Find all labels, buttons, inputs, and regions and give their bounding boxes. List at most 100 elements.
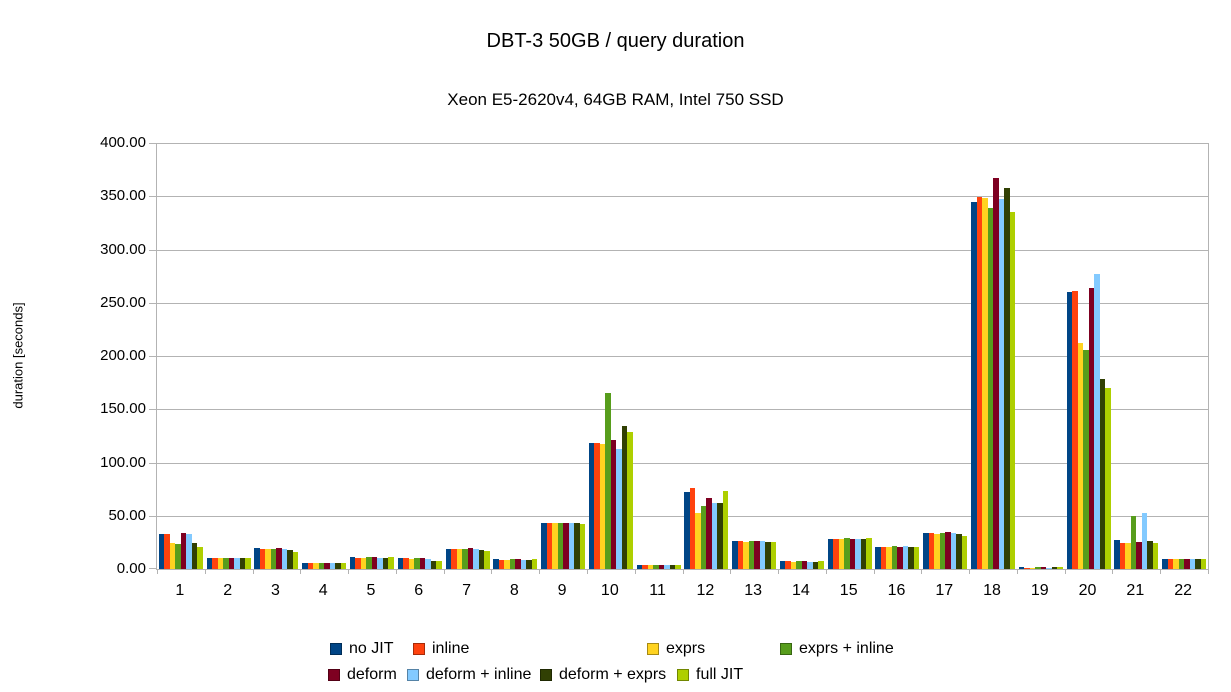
bar-exprs-inline-q17 [939, 533, 946, 569]
bar-exprs-q16 [886, 547, 892, 569]
x-axis-tick [1016, 569, 1018, 574]
bar-deform-inline-q6 [425, 558, 431, 569]
legend-item-deform-inline: deform + inline [407, 666, 531, 684]
bar-deform-exprs-q14 [812, 561, 819, 569]
bar-exprs-q4 [313, 563, 319, 569]
bar-no-jit-q22 [1162, 558, 1168, 569]
bar-deform-q6 [419, 558, 426, 569]
x-axis-tick [778, 569, 780, 574]
bar-inline-q13 [737, 541, 744, 569]
bar-deform-inline-q20 [1094, 274, 1100, 569]
bar-exprs-inline-q20 [1083, 349, 1089, 569]
bar-deform-inline-q9 [568, 523, 575, 569]
bar-no-jit-q12 [684, 492, 690, 569]
bar-deform-exprs-q5 [382, 557, 389, 569]
bar-full-jit-q13 [770, 542, 777, 569]
x-axis-tick [1112, 569, 1114, 574]
bar-exprs-inline-q22 [1178, 558, 1185, 569]
x-axis-tick [252, 569, 254, 574]
bar-group-q20 [1065, 143, 1113, 569]
bar-exprs-q3 [265, 549, 271, 569]
legend-item-exprs-inline: exprs + inline [780, 640, 894, 658]
plot-area [149, 143, 1209, 574]
x-tick-label-18: 18 [983, 582, 1001, 599]
x-tick-label-13: 13 [744, 582, 763, 599]
bar-exprs-q11 [647, 565, 654, 569]
bar-deform-q10 [610, 440, 617, 569]
bar-deform-q11 [658, 564, 665, 569]
bar-deform-q1 [180, 532, 187, 569]
bar-no-jit-q8 [493, 559, 499, 569]
x-tick-label-14: 14 [792, 582, 810, 599]
legend-item-deform: deform [328, 666, 397, 684]
bar-full-jit-q3 [292, 552, 299, 569]
bar-deform-q5 [371, 557, 378, 569]
gridline [157, 409, 1208, 411]
bar-full-jit-q22 [1200, 558, 1207, 569]
bar-exprs-q6 [408, 558, 415, 569]
bar-deform-exprs-q19 [1051, 566, 1058, 569]
bar-exprs-inline-q15 [844, 538, 850, 569]
bar-no-jit-q2 [206, 557, 213, 569]
bar-group-q9 [539, 143, 587, 569]
x-tick-label-10: 10 [600, 582, 619, 599]
legend-swatch-exprs [647, 643, 659, 655]
bar-group-q21 [1112, 143, 1160, 569]
bar-full-jit-q18 [1009, 212, 1015, 569]
bar-deform-exprs-q16 [908, 546, 914, 569]
bar-no-jit-q18 [971, 201, 977, 569]
y-tick-label: 100.00 [100, 453, 146, 471]
bar-full-jit-q16 [913, 546, 920, 569]
bar-deform-exprs-q1 [191, 543, 198, 569]
x-tick-label-5: 5 [366, 582, 376, 599]
bar-deform-inline-q2 [234, 558, 240, 569]
bar-exprs-q22 [1173, 559, 1179, 569]
bar-deform-exprs-q18 [1004, 187, 1010, 569]
bar-group-q22 [1160, 143, 1208, 569]
bar-exprs-inline-q12 [700, 506, 707, 569]
bar-full-jit-q1 [197, 547, 203, 569]
bar-no-jit-q9 [541, 522, 547, 569]
bar-exprs-inline-q14 [796, 561, 802, 569]
bar-deform-q17 [945, 532, 951, 569]
bar-group-q7 [444, 143, 492, 569]
x-axis-tick [682, 569, 684, 574]
bar-deform-exprs-q7 [478, 550, 484, 569]
bar-exprs-inline-q9 [557, 522, 564, 569]
legend-swatch-inline [413, 643, 425, 655]
bar-group-q6 [396, 143, 444, 569]
x-tick-label-12: 12 [696, 582, 715, 599]
bar-deform-exprs-q4 [335, 563, 341, 569]
bar-deform-q18 [993, 178, 999, 569]
bar-deform-q14 [801, 561, 808, 569]
bar-deform-q3 [276, 548, 282, 569]
bar-group-q1 [157, 143, 205, 569]
y-tick-label: 400.00 [100, 134, 146, 151]
x-axis-tick [730, 569, 732, 574]
gridline [157, 515, 1208, 517]
bar-deform-exprs-q13 [765, 542, 771, 569]
bar-group-q5 [348, 143, 396, 569]
bar-inline-q1 [164, 534, 170, 569]
bar-group-q11 [635, 143, 683, 569]
bar-deform-inline-q12 [711, 503, 718, 569]
x-axis-tick [921, 569, 923, 574]
bar-deform-exprs-q10 [621, 426, 628, 569]
bar-deform-inline-q11 [664, 565, 670, 569]
legend-item-exprs: exprs [647, 640, 705, 658]
bar-exprs-q15 [838, 539, 845, 569]
bar-inline-q21 [1119, 543, 1126, 569]
bar-full-jit-q20 [1105, 388, 1111, 569]
bar-exprs-inline-q6 [414, 558, 420, 569]
y-tick-label: 200.00 [100, 347, 146, 364]
bar-deform-exprs-q17 [956, 533, 962, 569]
bar-exprs-q10 [599, 444, 606, 569]
bar-exprs-q7 [456, 549, 462, 569]
bar-full-jit-q2 [245, 557, 251, 569]
bar-group-q14 [778, 143, 826, 569]
x-axis-tick [491, 569, 493, 574]
bar-exprs-q12 [695, 512, 701, 569]
x-tick-label-11: 11 [649, 582, 666, 599]
bar-inline-q17 [928, 533, 935, 569]
bar-deform-q20 [1088, 287, 1095, 569]
